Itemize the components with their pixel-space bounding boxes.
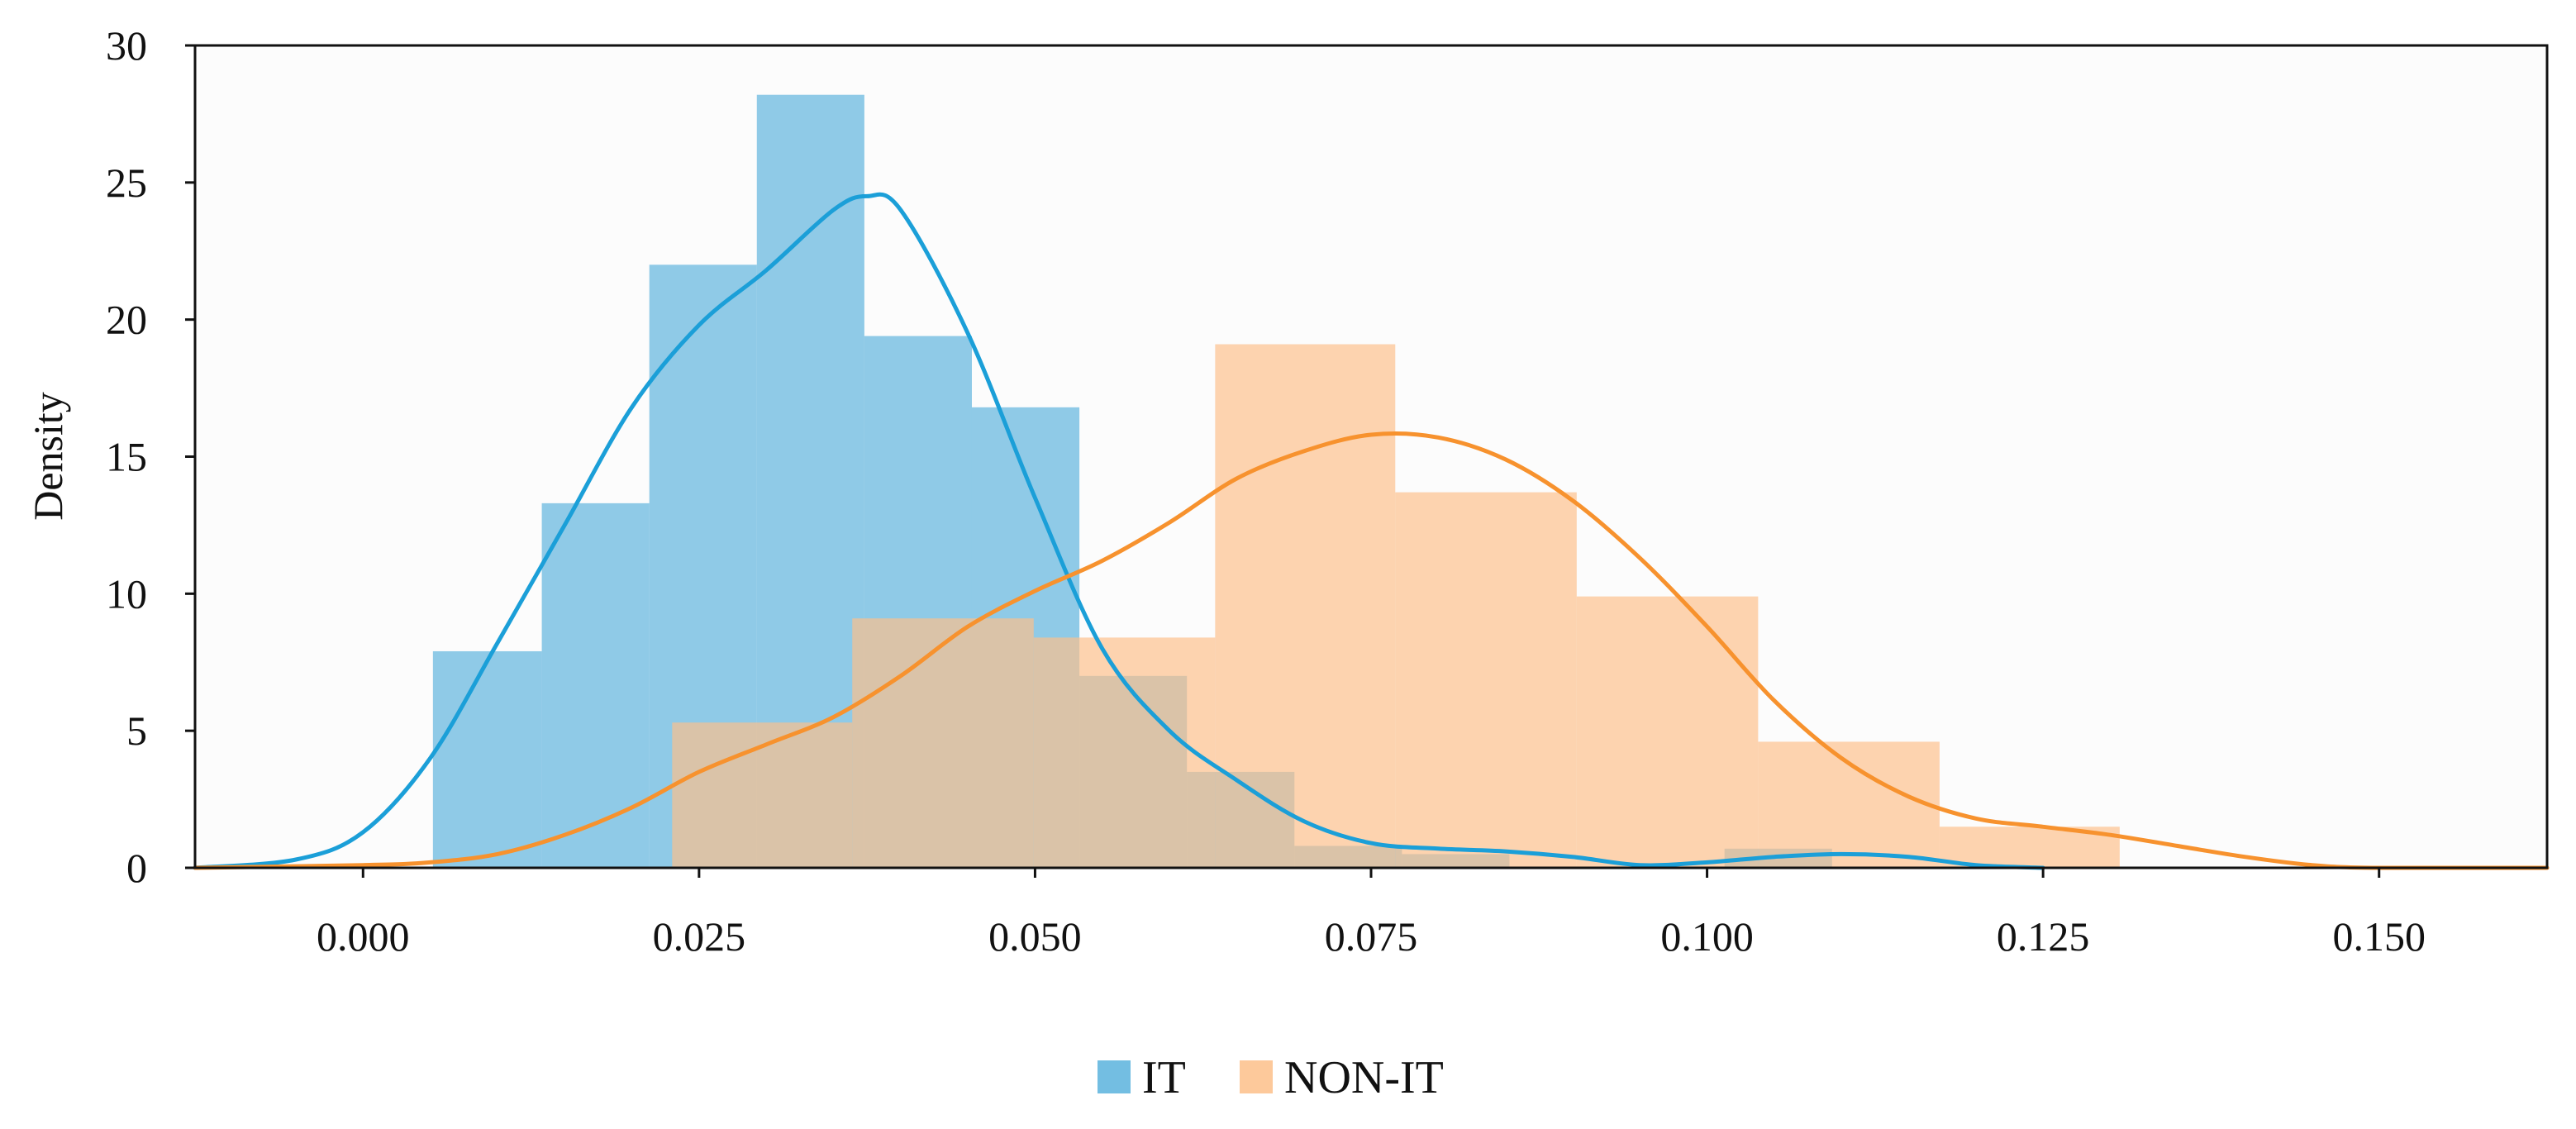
x-axis-ticks: 0.000 0.025 0.050 0.075 0.100 0.125 0.150 <box>317 868 2426 960</box>
x-tick-label: 0.025 <box>653 913 746 960</box>
bar-non-it-1 <box>852 618 1034 868</box>
x-tick-label: 0.000 <box>317 913 410 960</box>
bar-it-0 <box>432 650 542 868</box>
legend-swatch-it <box>1098 1060 1131 1093</box>
y-tick-label: 20 <box>106 297 147 343</box>
x-tick-label: 0.075 <box>1325 913 1418 960</box>
bar-non-it-6 <box>1758 741 1940 868</box>
bar-non-it-4 <box>1395 492 1577 868</box>
kde-line-it <box>193 192 2045 870</box>
kde-curves <box>193 192 2550 870</box>
x-tick-label: 0.050 <box>988 913 1082 960</box>
y-tick-label: 15 <box>106 434 147 480</box>
legend-swatch-non-it <box>1240 1060 1273 1093</box>
legend: IT NON-IT <box>1098 1052 1444 1103</box>
bar-non-it-2 <box>1033 637 1216 868</box>
y-tick-label: 0 <box>126 845 147 891</box>
legend-label-it: IT <box>1142 1052 1186 1103</box>
x-tick-label: 0.100 <box>1660 913 1754 960</box>
histogram-bars <box>432 94 2120 869</box>
kde-line-non-it <box>193 431 2550 870</box>
y-tick-label: 25 <box>106 160 147 206</box>
y-tick-label: 10 <box>106 570 147 617</box>
x-tick-label: 0.125 <box>1997 913 2090 960</box>
bar-non-it-5 <box>1576 596 1759 868</box>
bar-non-it-3 <box>1215 344 1396 868</box>
y-tick-label: 30 <box>106 22 147 69</box>
y-axis-ticks: 0 5 10 15 20 25 30 <box>106 22 195 891</box>
y-tick-label: 5 <box>126 707 147 754</box>
y-axis-label: Density <box>25 392 71 521</box>
bar-it-1 <box>541 503 650 868</box>
legend-label-non-it: NON-IT <box>1284 1052 1444 1103</box>
x-tick-label: 0.150 <box>2332 913 2426 960</box>
